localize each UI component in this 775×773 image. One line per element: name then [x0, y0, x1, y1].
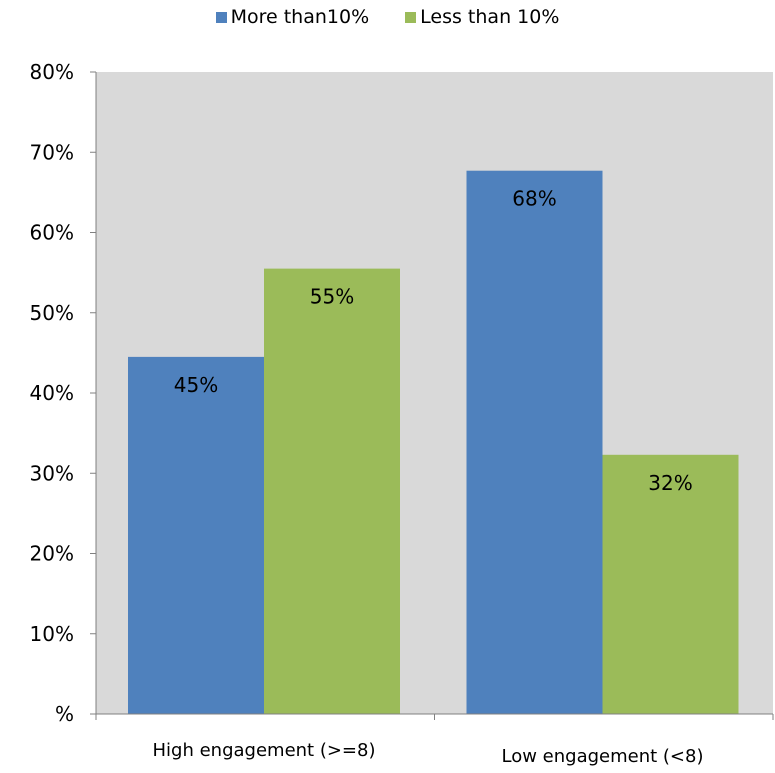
legend-swatch-more-than-10	[215, 11, 227, 23]
y-tick-label-1: 10%	[30, 622, 74, 646]
data-label-1-0: 55%	[310, 285, 354, 309]
bar-1-1	[602, 454, 739, 714]
y-tick-label-7: 70%	[30, 140, 74, 164]
y-tick-label-4: 40%	[30, 381, 74, 405]
legend-label-less-than-10: Less than 10%	[420, 6, 560, 28]
bar-0-1	[466, 170, 603, 714]
data-label-1-1: 32%	[648, 471, 692, 495]
bar-0-0	[128, 356, 264, 714]
data-label-0-1: 68%	[512, 187, 556, 211]
x-tick-label-1: Low engagement (<8)	[502, 746, 704, 767]
y-tick-label-8: 80%	[30, 60, 74, 84]
y-tick-label-0: %	[55, 702, 74, 726]
x-tick-label-0: High engagement (>=8)	[153, 740, 376, 761]
legend-item-more-than-10: More than10%	[215, 6, 370, 28]
legend-swatch-less-than-10	[405, 11, 417, 23]
y-tick-label-6: 60%	[30, 221, 74, 245]
y-tick-label-2: 20%	[30, 542, 74, 566]
legend-label-more-than-10: More than10%	[230, 6, 370, 28]
bar-1-0	[264, 268, 400, 714]
data-label-0-0: 45%	[174, 373, 218, 397]
y-tick-label-5: 50%	[30, 301, 74, 325]
legend-item-less-than-10: Less than 10%	[405, 6, 559, 28]
y-tick-label-3: 30%	[30, 461, 74, 485]
legend: More than10% Less than 10%	[0, 6, 775, 28]
